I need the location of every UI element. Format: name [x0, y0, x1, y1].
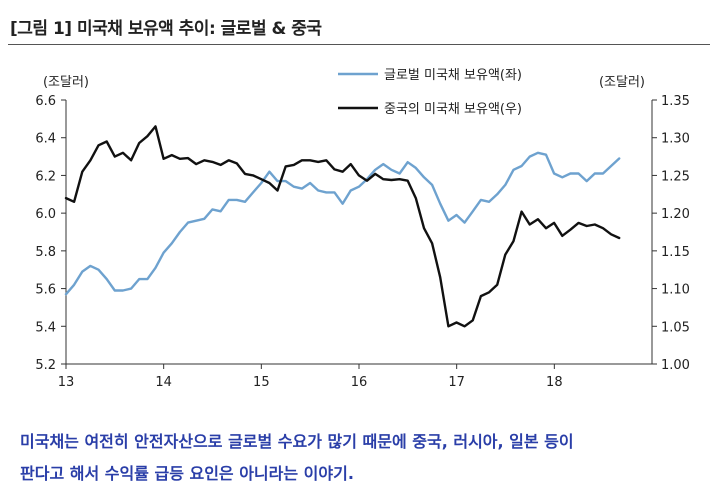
right-tick-label: 1.05: [661, 320, 690, 335]
left-tick-label: 5.2: [35, 358, 56, 373]
caption: 미국채는 여전히 안전자산으로 글로벌 수요가 많기 때문에 중국, 러시아, …: [20, 426, 710, 490]
legend-label-global: 글로벌 미국채 보유액(좌): [384, 68, 522, 83]
title-divider: [8, 44, 710, 45]
left-tick-label: 6.0: [35, 207, 56, 222]
right-tick-label: 1.10: [661, 283, 690, 298]
figure-title: [그림 1] 미국채 보유액 추이: 글로벌 & 중국: [10, 19, 322, 39]
chart-ticks: (조달러) (조달러) 5.2 5.4 5.6 5.8 6.0 6.2 6.4 6.6 1.00 1.…: [35, 75, 690, 390]
chart-series: [64, 125, 621, 328]
series-line-global: [64, 151, 621, 296]
left-tick-label: 5.6: [35, 283, 56, 298]
series-line-china: [64, 125, 621, 328]
left-tick-label: 6.4: [35, 132, 56, 147]
chart-legend: 글로벌 미국채 보유액(좌) 중국의 미국채 보유액(우): [338, 68, 522, 117]
left-tick-label: 5.8: [35, 245, 56, 260]
x-tick-label: 14: [155, 375, 172, 390]
left-axis-unit: (조달러): [43, 75, 89, 90]
right-tick-label: 1.20: [661, 207, 690, 222]
x-tick-label: 13: [58, 375, 75, 390]
left-tick-label: 6.6: [35, 94, 56, 109]
chart-axes: [65, 100, 653, 365]
caption-line-1: 미국채는 여전히 안전자산으로 글로벌 수요가 많기 때문에 중국, 러시아, …: [20, 432, 574, 451]
legend-label-china: 중국의 미국채 보유액(우): [384, 102, 522, 117]
caption-line-2: 판다고 해서 수익률 급등 요인은 아니라는 이야기.: [20, 464, 354, 483]
right-tick-label: 1.25: [661, 169, 690, 184]
x-tick-label: 17: [448, 375, 465, 390]
right-tick-label: 1.35: [661, 94, 690, 109]
x-tick-label: 15: [253, 375, 270, 390]
right-tick-label: 1.00: [661, 358, 690, 373]
left-tick-label: 5.4: [35, 320, 56, 335]
right-axis-unit: (조달러): [599, 75, 645, 90]
right-tick-label: 1.30: [661, 132, 690, 147]
x-tick-label: 18: [546, 375, 563, 390]
right-tick-label: 1.15: [661, 245, 690, 260]
left-tick-label: 6.2: [35, 169, 56, 184]
x-tick-label: 16: [351, 375, 368, 390]
